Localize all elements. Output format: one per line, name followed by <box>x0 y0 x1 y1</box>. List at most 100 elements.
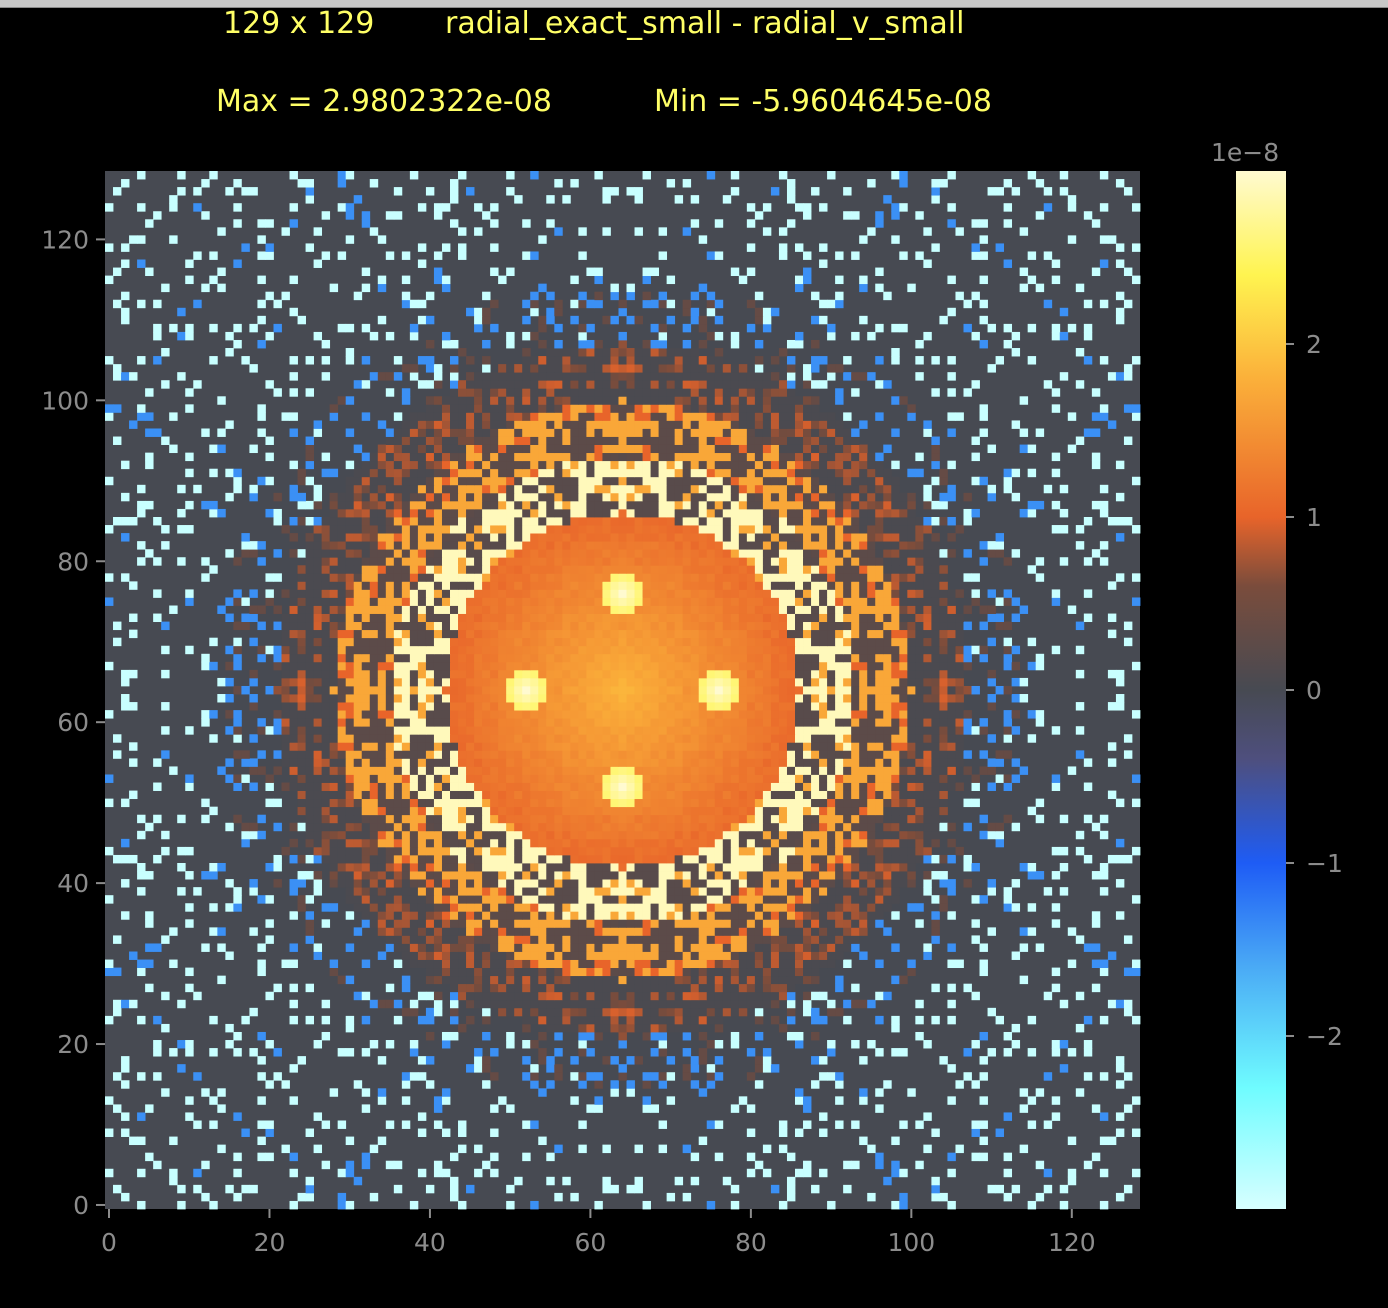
heatmap-cell <box>401 734 411 743</box>
heatmap-cell <box>377 863 387 872</box>
heatmap-cell <box>786 702 796 711</box>
heatmap-cell <box>754 879 764 888</box>
heatmap-cell <box>682 750 692 759</box>
heatmap-cell <box>618 806 627 816</box>
heatmap-cell <box>530 871 539 880</box>
heatmap-cell <box>281 710 290 719</box>
heatmap-cell <box>233 895 242 904</box>
heatmap-cell <box>458 621 467 631</box>
heatmap-cell <box>811 854 820 864</box>
heatmap-cell <box>417 718 427 727</box>
heatmap-cell <box>666 1056 676 1065</box>
heatmap-cell <box>650 750 659 759</box>
heatmap-cell <box>875 838 884 848</box>
heatmap-cell <box>337 854 347 864</box>
heatmap-cell <box>738 871 748 880</box>
heatmap-cell <box>506 669 515 679</box>
heatmap-cell <box>939 798 948 808</box>
heatmap-cell <box>762 758 772 767</box>
heatmap-cell <box>803 774 812 783</box>
heatmap-cell <box>738 774 748 783</box>
heatmap-cell <box>466 718 475 727</box>
heatmap-cell <box>441 1096 451 1105</box>
heatmap-cell <box>297 854 306 864</box>
heatmap-cell <box>466 838 475 848</box>
heatmap-cell <box>770 895 780 904</box>
heatmap-cell <box>530 983 539 993</box>
heatmap-cell <box>105 661 114 671</box>
heatmap-cell <box>538 814 547 824</box>
heatmap-cell <box>602 822 611 832</box>
heatmap-cell <box>321 734 331 743</box>
heatmap-cell <box>762 645 772 655</box>
heatmap-cell <box>722 991 732 1001</box>
heatmap-cell <box>746 903 756 912</box>
heatmap-cell <box>819 895 828 904</box>
heatmap-cell <box>786 766 796 775</box>
heatmap-cell <box>843 919 852 928</box>
heatmap-cell <box>554 621 563 631</box>
heatmap-cell <box>498 710 507 719</box>
heatmap-cell <box>714 1015 724 1025</box>
heatmap-cell <box>554 983 563 993</box>
heatmap-cell <box>803 1120 812 1129</box>
heatmap-cell <box>514 999 523 1009</box>
heatmap-cell <box>458 814 467 824</box>
heatmap-cell <box>1003 726 1013 735</box>
heatmap-cell <box>409 1048 419 1057</box>
heatmap-cell <box>762 597 772 606</box>
heatmap-cell <box>754 637 764 647</box>
heatmap-cell <box>570 814 579 824</box>
heatmap-cell <box>674 887 684 896</box>
heatmap-cell <box>883 685 892 695</box>
heatmap-cell <box>385 621 395 631</box>
heatmap-cell <box>730 669 740 679</box>
heatmap-cell <box>586 1048 595 1057</box>
heatmap-cell <box>121 1080 130 1089</box>
heatmap-cell <box>161 846 170 856</box>
heatmap-cell <box>586 975 595 985</box>
heatmap-cell <box>441 677 451 687</box>
heatmap-cell <box>305 750 314 759</box>
heatmap-cell <box>490 887 499 896</box>
heatmap-cell <box>546 991 555 1001</box>
heatmap-cell <box>995 830 1004 840</box>
heatmap-cell <box>401 782 411 791</box>
heatmap-cell <box>369 774 379 783</box>
heatmap-cell <box>923 710 932 719</box>
heatmap-cell <box>947 943 956 952</box>
heatmap-cell <box>738 935 748 944</box>
heatmap-cell <box>947 669 956 679</box>
heatmap-cell <box>778 661 788 671</box>
heatmap-cell <box>137 1112 146 1121</box>
heatmap-cell <box>722 645 732 655</box>
heatmap-cell <box>634 774 643 783</box>
heatmap-cell <box>722 677 732 687</box>
heatmap-cell <box>875 959 884 969</box>
heatmap-cell <box>458 726 467 735</box>
heatmap-cell <box>610 871 619 880</box>
heatmap-cell <box>835 983 844 993</box>
heatmap-cell <box>947 959 956 969</box>
heatmap-cell <box>803 742 812 751</box>
heatmap-cell <box>795 726 804 735</box>
heatmap-cell <box>658 677 668 687</box>
heatmap-cell <box>650 1031 659 1041</box>
heatmap-cell <box>770 967 780 977</box>
heatmap-cell <box>819 742 828 751</box>
heatmap-cell <box>562 927 571 936</box>
heatmap-cell <box>795 959 804 969</box>
heatmap-cell <box>393 726 403 735</box>
heatmap-cell <box>522 774 531 783</box>
heatmap-cell <box>642 1031 651 1041</box>
heatmap-cell <box>738 846 748 856</box>
heatmap-cell <box>666 742 676 751</box>
heatmap-cell <box>594 814 603 824</box>
heatmap-cell <box>706 999 716 1009</box>
heatmap-cell <box>722 669 732 679</box>
heatmap-cell <box>498 919 507 928</box>
heatmap-cell <box>770 669 780 679</box>
heatmap-cell <box>658 710 668 719</box>
heatmap-cell <box>891 766 900 775</box>
heatmap-cell <box>265 1080 274 1089</box>
